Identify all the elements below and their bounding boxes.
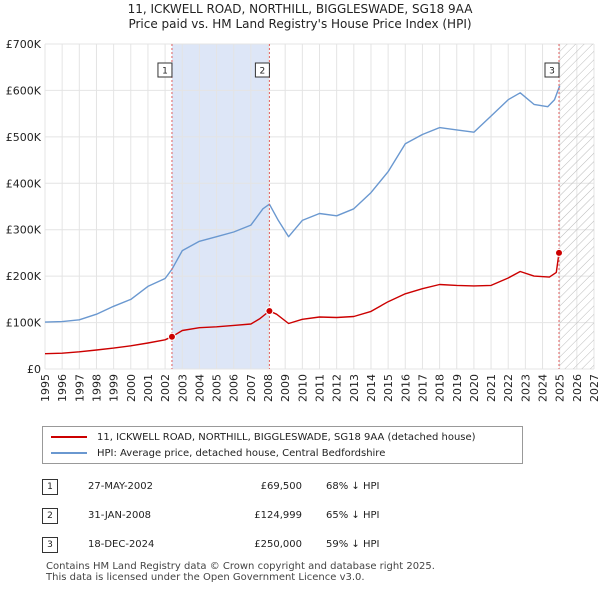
x-tick-label: 1996	[56, 374, 69, 402]
x-tick-label: 2026	[571, 374, 584, 402]
sale-price: £69,500	[260, 481, 302, 492]
x-tick-label: 2006	[228, 374, 241, 402]
series-line-hpi	[44, 85, 561, 323]
x-tick-label: 2022	[502, 374, 515, 402]
x-tick-label: 2016	[399, 374, 412, 402]
x-tick-label: 2008	[262, 374, 275, 402]
sale-number: 1	[42, 478, 58, 495]
x-tick-label: 2013	[348, 374, 361, 402]
x-tick-label: 2015	[382, 374, 395, 402]
shaded-period	[171, 44, 270, 369]
series-line-property	[44, 252, 560, 355]
x-tick-label: 2019	[451, 374, 464, 402]
sale-date: 18-DEC-2024	[88, 539, 155, 550]
table-row: 2 31-JAN-2008 £124,999 65% ↓ HPI	[42, 501, 379, 530]
legend-item-hpi: HPI: Average price, detached house, Cent…	[51, 446, 385, 460]
table-row: 3 18-DEC-2024 £250,000 59% ↓ HPI	[42, 530, 379, 559]
x-tick-label: 2023	[519, 374, 532, 402]
sale-label-box	[254, 62, 270, 78]
sale-number: 3	[42, 536, 58, 553]
x-tick-label: 2027	[588, 374, 600, 402]
legend-swatch-property	[51, 436, 87, 438]
y-tick-label: £100K	[6, 317, 42, 330]
y-tick-label: £400K	[6, 177, 42, 190]
sale-date: 31-JAN-2008	[88, 510, 152, 521]
sale-date: 27-MAY-2002	[88, 481, 154, 492]
forecast-layer	[559, 44, 594, 369]
sale-label-text: 2	[260, 67, 266, 77]
x-tick-label: 2001	[142, 374, 155, 402]
marker-layer: 1 2 3	[157, 44, 564, 369]
sale-hpi: 65% ↓ HPI	[326, 510, 380, 521]
x-tick-label: 2024	[537, 374, 550, 402]
x-tick-label: 2012	[331, 374, 344, 402]
x-tick-label: 2002	[159, 374, 172, 402]
forecast-region	[559, 44, 594, 369]
x-tick-label: 2014	[365, 374, 378, 402]
x-tick-label: 1997	[73, 374, 86, 402]
x-tick-label: 2021	[485, 374, 498, 402]
price-chart: 1 2 3 £0 £100K £200K £300K £400K £500K £600K £700…	[6, 38, 600, 402]
y-tick-label: £600K	[6, 84, 42, 97]
x-tick-label: 2004	[193, 374, 206, 402]
y-tick-label: £0	[27, 363, 41, 376]
x-tick-label: 2011	[314, 374, 327, 402]
sale-number: 2	[42, 507, 58, 524]
x-tick-label: 2020	[468, 374, 481, 402]
sales-table: 1 27-MAY-2002 £69,500 68% ↓ HPI 2 31-JAN…	[42, 472, 379, 559]
x-tick-label: 2003	[176, 374, 189, 402]
x-tick-label: 2000	[125, 374, 138, 402]
table-row: 1 27-MAY-2002 £69,500 68% ↓ HPI	[42, 472, 379, 501]
sale-label-box	[157, 62, 173, 78]
sale-label-box	[544, 62, 560, 78]
x-tick-label: 2005	[211, 374, 224, 402]
y-tick-label: £700K	[6, 38, 42, 51]
sale-point	[167, 332, 176, 341]
legend-item-property: 11, ICKWELL ROAD, NORTHILL, BIGGLESWADE,…	[51, 430, 476, 444]
footer: Contains HM Land Registry data © Crown c…	[46, 561, 435, 583]
x-tick-label: 1995	[39, 374, 52, 402]
legend: 11, ICKWELL ROAD, NORTHILL, BIGGLESWADE,…	[42, 426, 523, 464]
footer-line1: Contains HM Land Registry data © Crown c…	[46, 561, 435, 572]
x-tick-label: 2007	[245, 374, 258, 402]
chart-title-line2: Price paid vs. HM Land Registry's House …	[128, 17, 472, 31]
x-tick-label: 2017	[416, 374, 429, 402]
legend-label-property: 11, ICKWELL ROAD, NORTHILL, BIGGLESWADE,…	[97, 431, 476, 443]
legend-label-hpi: HPI: Average price, detached house, Cent…	[97, 447, 386, 459]
sale-label-text: 3	[549, 67, 555, 77]
x-tick-label: 2018	[434, 374, 447, 402]
axis-layer: £0 £100K £200K £300K £400K £500K £600K £700K 199…	[6, 38, 600, 402]
sale-point	[555, 248, 564, 257]
sale-label-text: 1	[162, 67, 168, 77]
sale-hpi: 68% ↓ HPI	[326, 481, 380, 492]
x-tick-label: 2010	[296, 374, 309, 402]
x-tick-label: 2009	[279, 374, 292, 402]
series-layer	[44, 85, 561, 355]
sale-price: £124,999	[254, 510, 302, 521]
sale-point	[265, 306, 274, 315]
sale-hpi: 59% ↓ HPI	[326, 539, 380, 550]
y-tick-label: £300K	[6, 224, 42, 237]
y-tick-label: £500K	[6, 131, 42, 144]
y-tick-label: £200K	[6, 270, 42, 283]
legend-swatch-hpi	[51, 452, 87, 454]
x-tick-label: 2025	[554, 374, 567, 402]
footer-line2: This data is licensed under the Open Gov…	[46, 572, 365, 583]
x-tick-label: 1999	[108, 374, 121, 402]
sale-price: £250,000	[254, 539, 302, 550]
chart-title-line1: 11, ICKWELL ROAD, NORTHILL, BIGGLESWADE,…	[127, 2, 473, 16]
x-tick-label: 1998	[90, 374, 103, 402]
